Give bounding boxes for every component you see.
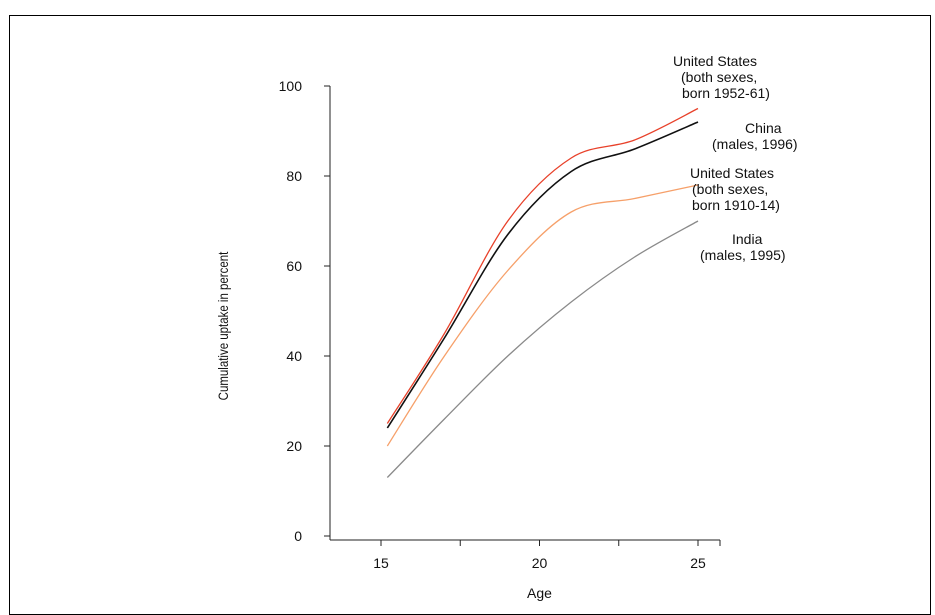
y-tick-label: 100 [279, 78, 303, 94]
legend-label-line: (males, 1995) [700, 247, 786, 263]
legend-label-line: United States [673, 53, 757, 69]
legend-label-line: China [745, 120, 782, 136]
chart-frame: 0 20 40 60 80 100 15 20 25 United States (both se… [9, 15, 931, 615]
x-tick-label: 20 [532, 555, 548, 571]
legend-label-line: India [732, 231, 763, 247]
series-line-4 [386, 220, 699, 478]
legend-entry-2: China(males, 1996) [712, 120, 798, 152]
legend-entry-3: United States(both sexes,born 1910-14) [690, 165, 780, 213]
series-line-2 [386, 121, 699, 429]
y-tick-label: 0 [294, 528, 302, 544]
legend-label-line: born 1952-61) [682, 85, 770, 101]
legend-label-line: born 1910-14) [692, 197, 780, 213]
axes: 0 20 40 60 80 100 15 20 25 [279, 78, 721, 571]
legend-entry-1: United States(both sexes,born 1952-61) [673, 53, 770, 101]
y-tick-label: 80 [286, 168, 302, 184]
y-axis-title: Cumulative uptake in percent [215, 251, 231, 400]
legend: United States(both sexes,born 1952-61)Ch… [673, 53, 798, 263]
y-tick-label: 40 [286, 348, 302, 364]
legend-label-line: (both sexes, [692, 181, 768, 197]
y-tick-label: 60 [286, 258, 302, 274]
x-tick-label: 15 [373, 555, 389, 571]
series-line-1 [386, 107, 699, 424]
x-axis-title: Age [527, 585, 552, 601]
legend-label-line: United States [690, 165, 774, 181]
legend-label-line: (both sexes, [681, 69, 757, 85]
y-tick-label: 20 [286, 438, 302, 454]
legend-label-line: (males, 1996) [712, 136, 798, 152]
series-lines [386, 107, 699, 478]
legend-entry-4: India(males, 1995) [700, 231, 786, 263]
series-line-3 [386, 184, 699, 447]
x-tick-label: 25 [690, 555, 706, 571]
